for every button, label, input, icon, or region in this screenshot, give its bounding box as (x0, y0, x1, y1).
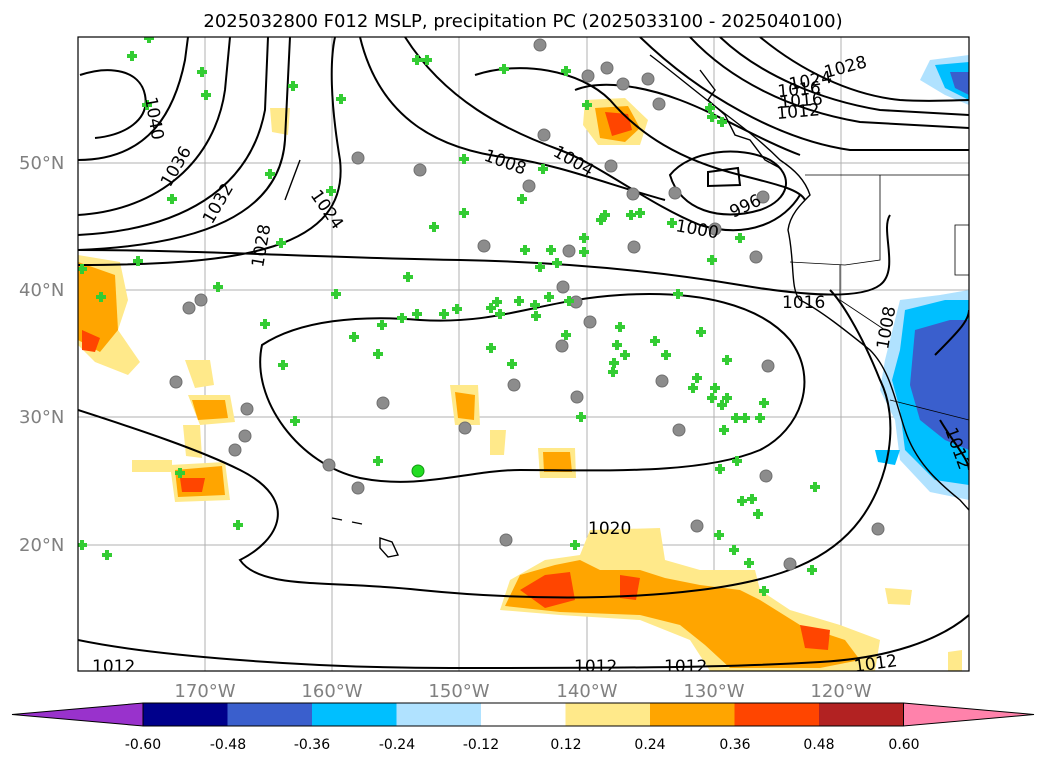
lon-label-150w: 150°W (428, 681, 489, 702)
isobar-1028 (78, 37, 269, 236)
isobars (78, 37, 969, 670)
isobar-992 (707, 166, 742, 188)
lon-label-170w: 170°W (174, 681, 235, 702)
colorbar-segment (734, 703, 819, 726)
isobar-1020 (78, 289, 892, 599)
bc-islands (699, 69, 781, 169)
hawaii-oahu (331, 517, 343, 521)
isobar-1040 (79, 69, 147, 139)
isobar-label: 1012 (92, 657, 135, 677)
colorbar-segment (227, 703, 312, 726)
hawaii-maui (351, 521, 363, 525)
colorbar-tick: 0.36 (719, 737, 750, 753)
lon-label-160w: 160°W (301, 681, 362, 702)
state-borders-nw (789, 175, 881, 266)
isobar-1024a (78, 37, 291, 251)
map-frame (77, 36, 970, 672)
lon-label-130w: 130°W (683, 681, 744, 702)
lat-label-50n: 50°N (19, 153, 64, 174)
colorbar-ticks: -0.60 -0.48 -0.36 -0.24 -0.12 0.12 0.24 … (125, 737, 920, 753)
colorbar-segment (650, 703, 735, 726)
isobar-1024-ne (719, 37, 969, 116)
hawaii-big-island (379, 537, 400, 558)
colorbar-tick: -0.48 (210, 737, 246, 753)
isobar-1016 (78, 214, 891, 296)
colorbar-tick: 0.12 (550, 737, 581, 753)
isobar-1024 (78, 37, 342, 266)
isobar-1016-ne (689, 37, 969, 129)
isobar-label: 1016 (782, 293, 825, 313)
colorbar-segment (396, 703, 481, 726)
station-circles (169, 38, 885, 571)
political-borders (789, 174, 969, 421)
figure-title: 2025032800 F012 MSLP, precipitation PC (… (203, 11, 842, 32)
state-borders-ca (839, 265, 886, 331)
map-panel: 1040 1036 1032 1028 1024 1008 1004 1028 … (77, 36, 970, 677)
aleutian-hint (284, 159, 301, 201)
colorbar-segment (143, 703, 228, 726)
isobar-1004 (404, 37, 801, 232)
map-background (78, 37, 969, 671)
isobar-label: 1016 (779, 89, 824, 113)
us-mexico-border (889, 399, 969, 421)
colorbar-segment (565, 703, 650, 726)
latitude-labels: 50°N 40°N 30°N 20°N (19, 153, 64, 556)
colorbar-tick: -0.60 (125, 737, 161, 753)
highlighted-station (411, 464, 425, 478)
colorbar-tick: -0.24 (379, 737, 415, 753)
colorbar-segment (481, 703, 566, 726)
isobar-1012-north (574, 83, 801, 156)
isobar-label: 1012 (776, 100, 821, 124)
colorbar-frame (142, 702, 904, 727)
isobar-996 (668, 150, 787, 216)
lon-label-120w: 120°W (810, 681, 871, 702)
colorbar-extend-high (903, 702, 1035, 727)
colorbar-extend-low (11, 702, 144, 727)
colorbar-tick: -0.12 (463, 737, 499, 753)
colorbar-tick: 0.48 (803, 737, 834, 753)
lon-label-140w: 140°W (556, 681, 617, 702)
colorbar-tick: -0.36 (294, 737, 330, 753)
isobar-label: 1012 (853, 651, 899, 677)
isobar-1000 (474, 67, 806, 201)
colorbar-tick: 0.24 (634, 737, 665, 753)
colorbar-tick: 0.60 (888, 737, 919, 753)
isobar-1036 (78, 37, 189, 161)
lat-label-20n: 20°N (19, 535, 64, 556)
isobar-1012-ne (639, 37, 969, 151)
colorbar-segment (312, 703, 397, 726)
isobar-label: 1020 (588, 519, 631, 539)
isobar-1032 (78, 37, 231, 216)
isobar-label: 1016 (777, 78, 822, 102)
precip-positive-shading (78, 98, 962, 671)
isobar-1020-inner (259, 293, 806, 483)
longitude-labels: 170°W 160°W 150°W 140°W 130°W 120°W (174, 681, 871, 702)
lat-label-40n: 40°N (19, 280, 64, 301)
north-america-coast (649, 54, 969, 511)
colorbar-segment (819, 703, 904, 726)
station-crosses (78, 37, 820, 596)
isobar-label: 1012 (574, 657, 617, 677)
coastlines (284, 54, 969, 558)
isobar-label: 1012 (664, 657, 707, 677)
state-border-ne (954, 224, 969, 276)
isobar-1008 (359, 37, 666, 201)
precip-colorbar (11, 702, 1035, 727)
isobar-1012-south (78, 614, 969, 670)
isobar-1028-ne (759, 37, 969, 102)
lat-label-30n: 30°N (19, 407, 64, 428)
